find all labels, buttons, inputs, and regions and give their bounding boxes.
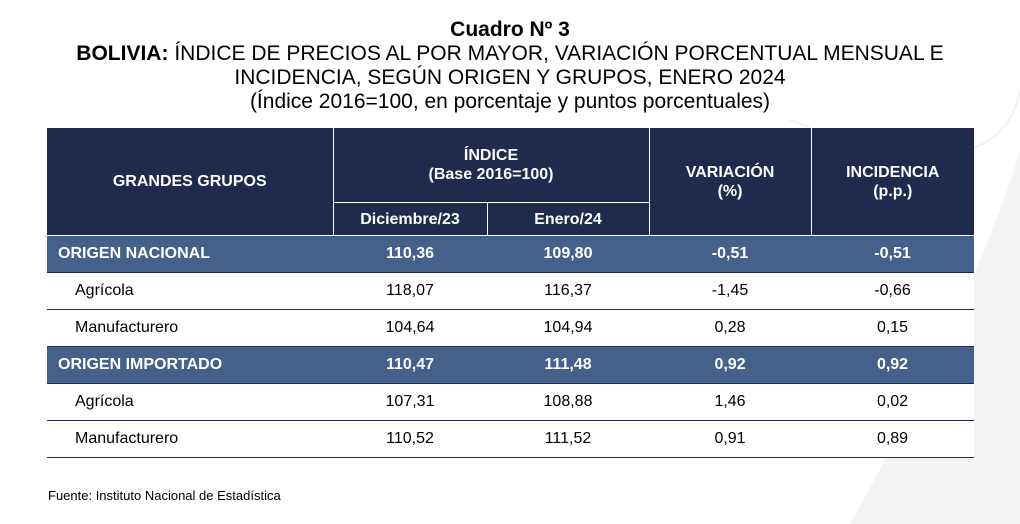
- table-row: Agrícola 107,31 108,88 1,46 0,02: [47, 383, 975, 421]
- header-indice: ÍNDICE (Base 2016=100): [332, 127, 650, 203]
- cell-variacion: 0,28: [649, 309, 812, 347]
- cell-diciembre: 118,07: [333, 272, 487, 310]
- cell-incidencia: 0,02: [811, 383, 975, 421]
- cell-incidencia: -0,51: [811, 235, 975, 273]
- cell-diciembre: 104,64: [333, 309, 487, 347]
- table-row: ORIGEN IMPORTADO 110,47 111,48 0,92 0,92: [47, 346, 975, 384]
- cell-variacion: 0,91: [649, 420, 812, 458]
- title-country: BOLIVIA:: [76, 42, 169, 65]
- header-indice-base: (Base 2016=100): [428, 166, 554, 183]
- header-enero: Enero/24: [486, 202, 650, 236]
- header-variacion-title: VARIACIÓN: [685, 163, 775, 181]
- row-label: ORIGEN IMPORTADO: [47, 346, 333, 384]
- title-line-2: INCIDENCIA, SEGÚN ORIGEN Y GRUPOS, ENERO…: [234, 66, 786, 89]
- header-diciembre: Diciembre/23: [332, 202, 488, 236]
- cell-enero: 109,80: [487, 235, 650, 273]
- cell-variacion: -0,51: [649, 235, 812, 273]
- price-index-table: GRANDES GRUPOS ÍNDICE (Base 2016=100) VA…: [47, 127, 975, 458]
- row-label: Manufacturero: [47, 420, 333, 458]
- table-row: Manufacturero 104,64 104,94 0,28 0,15: [47, 309, 975, 347]
- cell-diciembre: 110,52: [333, 420, 487, 458]
- cell-diciembre: 110,36: [333, 235, 487, 273]
- cell-enero: 108,88: [487, 383, 650, 421]
- cell-variacion: -1,45: [649, 272, 812, 310]
- cell-incidencia: 0,92: [811, 346, 975, 384]
- cell-diciembre: 110,47: [333, 346, 487, 384]
- table-row: ORIGEN NACIONAL 110,36 109,80 -0,51 -0,5…: [47, 235, 975, 273]
- table-row: Manufacturero 110,52 111,52 0,91 0,89: [47, 420, 975, 458]
- header-incidencia-unit: (p.p.): [873, 182, 913, 200]
- header-indice-title: ÍNDICE: [463, 147, 519, 164]
- cell-incidencia: -0,66: [811, 272, 975, 310]
- source-footnote: Fuente: Instituto Nacional de Estadístic…: [48, 488, 281, 503]
- header-variacion: VARIACIÓN (%): [648, 127, 812, 236]
- cell-variacion: 0,92: [649, 346, 812, 384]
- title-line-1-text: ÍNDICE DE PRECIOS AL POR MAYOR, VARIACIÓ…: [174, 42, 944, 65]
- cell-enero: 111,52: [487, 420, 650, 458]
- row-label: Agrícola: [47, 272, 333, 310]
- header-grandes-grupos: GRANDES GRUPOS: [47, 127, 334, 236]
- header-variacion-unit: (%): [717, 182, 743, 200]
- header-incidencia: INCIDENCIA (p.p.): [810, 127, 975, 236]
- cell-enero: 104,94: [487, 309, 650, 347]
- table-title: Cuadro Nº 3 BOLIVIA: ÍNDICE DE PRECIOS A…: [0, 18, 1020, 114]
- cell-enero: 111,48: [487, 346, 650, 384]
- cuadro-number: Cuadro Nº 3: [450, 18, 570, 41]
- cell-diciembre: 107,31: [333, 383, 487, 421]
- row-label: Manufacturero: [47, 309, 333, 347]
- title-line-3: (Índice 2016=100, en porcentaje y puntos…: [249, 90, 771, 113]
- title-line-1: BOLIVIA: ÍNDICE DE PRECIOS AL POR MAYOR,…: [0, 42, 1020, 66]
- row-label: Agrícola: [47, 383, 333, 421]
- row-label: ORIGEN NACIONAL: [47, 235, 333, 273]
- cell-variacion: 1,46: [649, 383, 812, 421]
- header-incidencia-title: INCIDENCIA: [846, 163, 940, 181]
- table-row: Agrícola 118,07 116,37 -1,45 -0,66: [47, 272, 975, 310]
- cell-incidencia: 0,89: [811, 420, 975, 458]
- cell-enero: 116,37: [487, 272, 650, 310]
- cell-incidencia: 0,15: [811, 309, 975, 347]
